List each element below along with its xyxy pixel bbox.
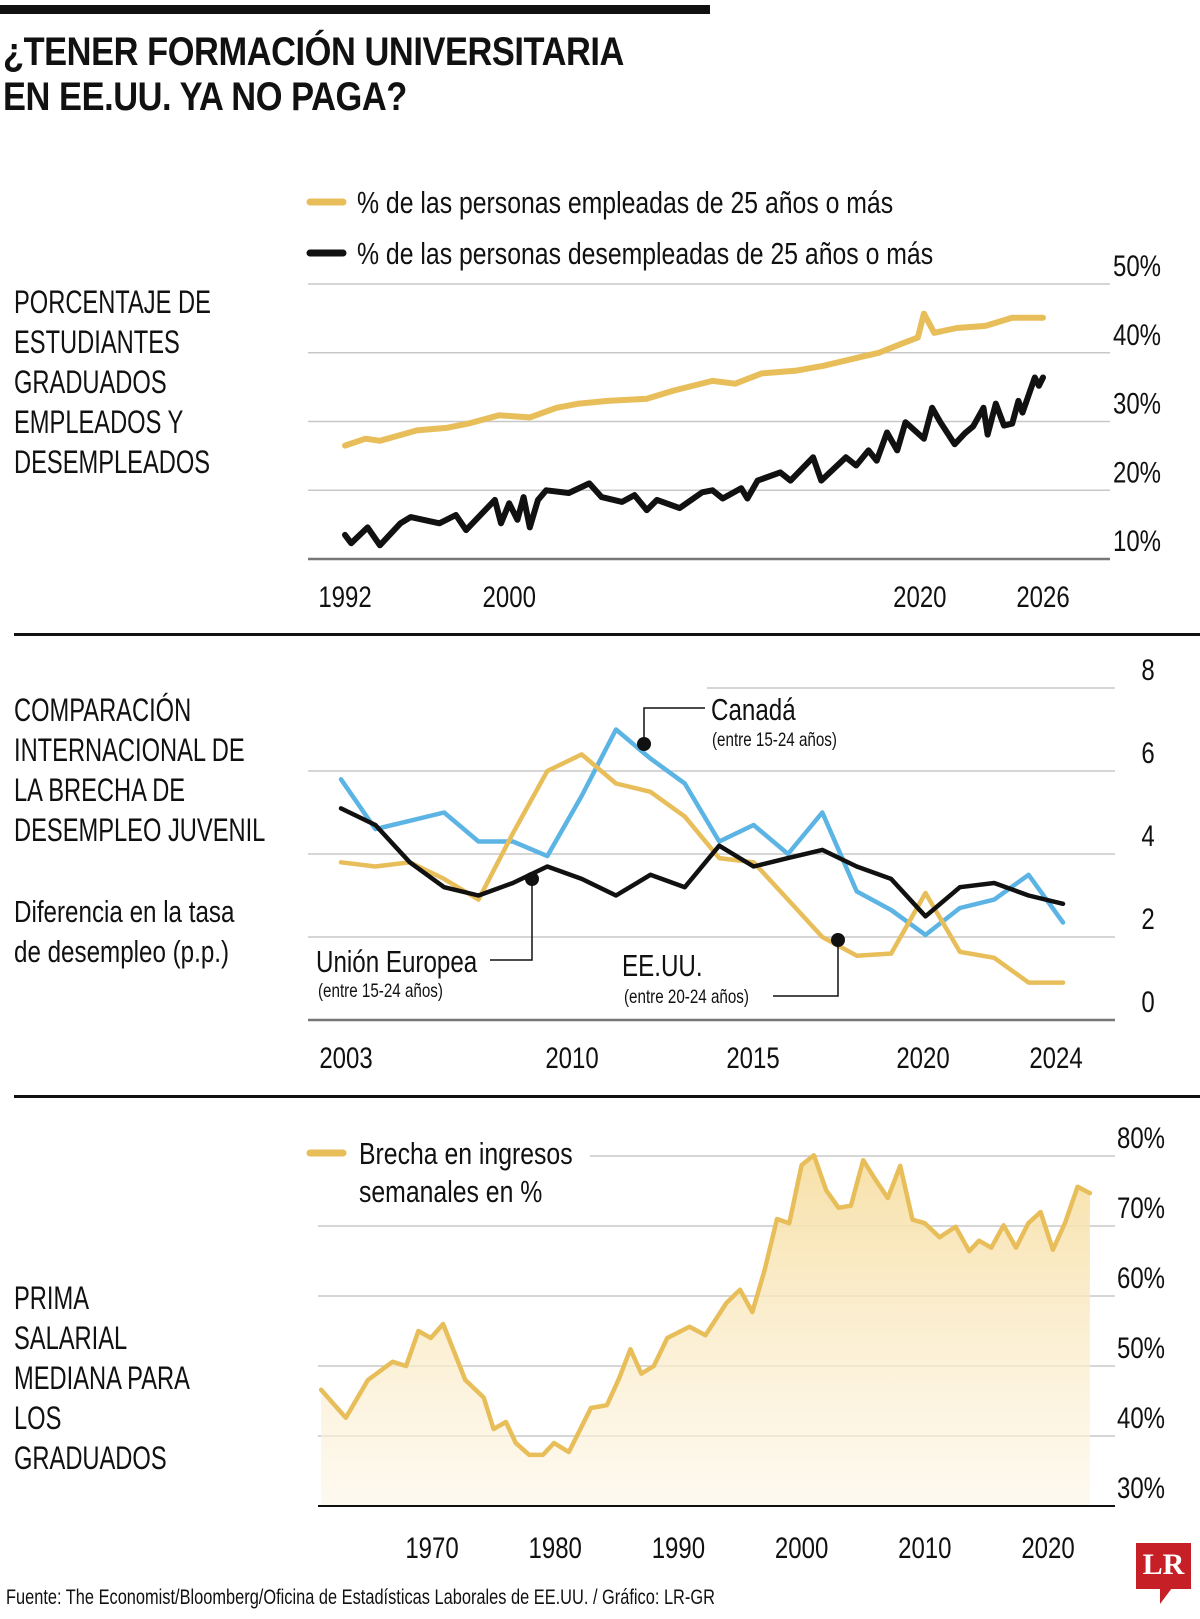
- y-tick-label: 40%: [1113, 317, 1161, 351]
- x-tick-label: 2020: [893, 579, 946, 613]
- x-tick-label: 1980: [529, 1530, 582, 1564]
- chart-wage-premium: 30% 40% 50% 60% 70% 80% 1970 1980 1990 2000 2010 20…: [306, 1120, 1165, 1565]
- annotation-note-usa: (entre 20-24 años): [624, 985, 749, 1007]
- series-area-wage-gap: [321, 1155, 1090, 1505]
- x-tick-label: 2026: [1016, 579, 1069, 613]
- annotation-label-usa: EE.UU.: [622, 948, 703, 983]
- x-tick-label: 1990: [652, 1530, 705, 1564]
- y-tick-label: 2: [1141, 901, 1154, 935]
- y-tick-label: 50%: [1113, 248, 1161, 282]
- section2-label-line: DESEMPLEO JUVENIL: [14, 812, 266, 848]
- section1-label-line: EMPLEADOS Y: [14, 404, 184, 440]
- page-title: ¿TENER FORMACIÓN UNIVERSITARIA EN EE.UU.…: [3, 30, 725, 120]
- section3-label-line: SALARIAL: [14, 1320, 128, 1356]
- series-line-wage-gap: [318, 1153, 1093, 1458]
- section2-subtitle-line: de desempleo (p.p.): [14, 934, 230, 969]
- annotation-note-eu: (entre 15-24 años): [318, 979, 443, 1001]
- series-line-employed: [342, 310, 1046, 449]
- y-tick-label: 60%: [1117, 1260, 1165, 1294]
- y-tick-label: 40%: [1117, 1400, 1165, 1434]
- annotation-label-canada: Canadá: [711, 692, 796, 727]
- y-tick-label: 50%: [1117, 1330, 1165, 1364]
- section2-label-line: COMPARACIÓN: [14, 692, 192, 728]
- source-text: Fuente: The Economist/Bloomberg/Oficina …: [6, 1586, 715, 1609]
- section3-label-line: MEDIANA PARA: [14, 1360, 190, 1396]
- section3-label-line: GRADUADOS: [14, 1440, 167, 1476]
- section1-label-line: ESTUDIANTES: [14, 324, 180, 360]
- top-rule: [0, 5, 710, 14]
- lr-logo: [1136, 1543, 1191, 1589]
- section2-subtitle-line: Diferencia en la tasa: [14, 894, 235, 929]
- section2-label: COMPARACIÓN INTERNACIONAL DE LA BRECHA D…: [14, 690, 354, 850]
- section1-label: PORCENTAJE DE ESTUDIANTES GRADUADOS EMPL…: [14, 282, 280, 482]
- annotation-leader-canada: [643, 707, 705, 744]
- legend-label-line1: Brecha en ingresos: [359, 1136, 573, 1170]
- annotation-leader-usa: [773, 940, 839, 997]
- source-footer: Fuente: The Economist/Bloomberg/Oficina …: [6, 1586, 915, 1610]
- annotation-label-eu: Unión Europea: [316, 944, 478, 979]
- y-tick-label: 30%: [1113, 386, 1161, 420]
- y-tick-label: 30%: [1117, 1470, 1165, 1504]
- legend-label: % de las personas empleadas de 25 años o…: [357, 185, 893, 219]
- y-tick-label: 8: [1141, 652, 1154, 686]
- section-divider: [14, 1095, 1200, 1098]
- y-tick-label: 80%: [1117, 1120, 1165, 1154]
- x-tick-label: 2003: [319, 1040, 372, 1074]
- lr-logo-tail: [1160, 1588, 1172, 1604]
- x-tick-label: 2024: [1029, 1040, 1082, 1074]
- section1-label-line: PORCENTAJE DE: [14, 284, 211, 320]
- section1-label-line: DESEMPLEADOS: [14, 444, 211, 480]
- x-tick-label: 2020: [1021, 1530, 1074, 1564]
- section2-label-line: INTERNACIONAL DE: [14, 732, 245, 768]
- lr-logo-text: LR: [1142, 1548, 1185, 1581]
- y-tick-label: 0: [1141, 984, 1154, 1018]
- annotation-note-canada: (entre 15-24 años): [712, 728, 837, 750]
- x-tick-label: 1992: [318, 579, 371, 613]
- series-line-canada: [338, 727, 1066, 938]
- x-tick-label: 2000: [775, 1530, 828, 1564]
- title-line-2: EN EE.UU. YA NO PAGA?: [3, 75, 407, 119]
- y-tick-label: 6: [1141, 735, 1154, 769]
- y-tick-label: 70%: [1117, 1190, 1165, 1224]
- y-tick-label: 20%: [1113, 455, 1161, 489]
- legend-label: % de las personas desempleadas de 25 año…: [357, 236, 933, 270]
- series-line-eu: [338, 806, 1066, 919]
- chart-employment: 10% 20% 30% 40% 50% 1992 2000 2020 2026 % de las …: [306, 185, 1161, 614]
- x-tick-label: 2010: [545, 1040, 598, 1074]
- y-tick-label: 4: [1141, 818, 1154, 852]
- series-line-unemployed: [342, 374, 1046, 549]
- x-tick-label: 2000: [483, 579, 536, 613]
- annotation-leader-eu: [490, 879, 533, 961]
- x-tick-label: 2010: [898, 1530, 951, 1564]
- legend-label-line2: semanales en %: [359, 1174, 542, 1208]
- x-tick-label: 1970: [405, 1530, 458, 1564]
- section3-label: PRIMA SALARIAL MEDIANA PARA LOS GRADUADO…: [14, 1278, 252, 1478]
- section2-label-line: LA BRECHA DE: [14, 772, 186, 808]
- section1-label-line: GRADUADOS: [14, 364, 167, 400]
- x-tick-label: 2015: [726, 1040, 779, 1074]
- y-tick-label: 10%: [1113, 523, 1161, 557]
- title-line-1: ¿TENER FORMACIÓN UNIVERSITARIA: [3, 30, 624, 74]
- section3-label-line: PRIMA: [14, 1280, 89, 1316]
- x-tick-label: 2020: [896, 1040, 949, 1074]
- section-divider: [14, 633, 1200, 636]
- section2-subtitle: Diferencia en la tasa de desempleo (p.p.…: [14, 892, 297, 972]
- section3-label-line: LOS: [14, 1400, 62, 1436]
